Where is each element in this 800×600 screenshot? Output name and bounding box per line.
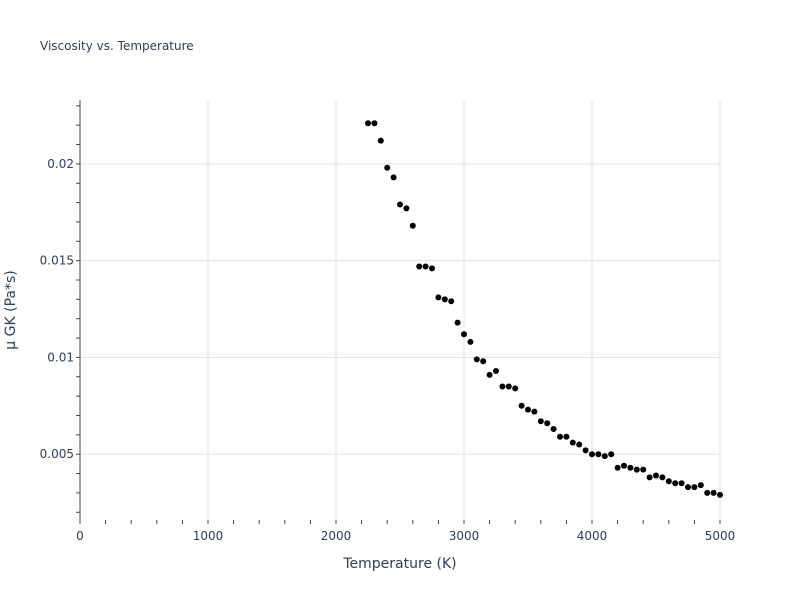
data-point: [537, 418, 544, 425]
data-point: [473, 356, 480, 363]
data-point: [608, 451, 615, 458]
data-point: [467, 338, 474, 345]
data-point: [621, 462, 627, 469]
data-point: [678, 480, 685, 487]
data-point: [601, 453, 608, 460]
x-tick-label: 2000: [321, 529, 352, 543]
data-point: [633, 466, 640, 473]
grid-lines: [80, 100, 721, 520]
x-axis-title: Temperature (K): [342, 556, 456, 572]
data-point: [569, 439, 576, 446]
data-point: [493, 367, 499, 374]
data-point: [422, 263, 429, 270]
data-point: [505, 383, 512, 390]
data-point: [589, 451, 595, 458]
data-points: [365, 120, 723, 498]
data-point: [697, 482, 704, 489]
data-point: [435, 294, 442, 301]
data-point: [499, 383, 506, 390]
y-tick-label: 0.01: [47, 350, 74, 364]
data-point: [691, 484, 698, 491]
data-point: [563, 433, 570, 440]
x-tick-label: 5000: [705, 529, 736, 543]
data-point: [429, 265, 435, 272]
data-point: [486, 371, 493, 378]
data-point: [409, 222, 416, 229]
data-point: [550, 426, 557, 433]
data-point: [480, 358, 487, 365]
data-point: [531, 408, 538, 415]
data-point: [685, 484, 691, 491]
data-point: [659, 474, 666, 481]
x-tick-label: 1000: [193, 529, 224, 543]
x-tick-label: 3000: [449, 529, 480, 543]
data-point: [397, 201, 403, 208]
data-point: [717, 491, 723, 498]
data-point: [557, 433, 563, 440]
data-point: [576, 441, 583, 448]
data-point: [384, 164, 391, 171]
data-point: [461, 331, 467, 338]
data-point: [512, 385, 519, 392]
data-point: [595, 451, 602, 458]
y-tick-label: 0.015: [40, 254, 74, 268]
data-point: [710, 489, 717, 496]
y-axis-ticks: 0.005 0.01 0.015 0.02: [40, 105, 80, 513]
data-point: [640, 466, 647, 473]
data-point: [544, 420, 551, 427]
data-point: [371, 120, 378, 127]
data-point: [672, 480, 679, 487]
data-point: [416, 263, 423, 270]
y-axis-title: μ GK (Pa*s): [3, 270, 19, 349]
data-point: [441, 296, 448, 303]
data-point: [377, 137, 384, 144]
chart-title: Viscosity vs. Temperature: [40, 39, 194, 53]
x-axis-ticks: 0 1000 2000 3000 4000 5000: [76, 520, 735, 543]
data-point: [614, 464, 621, 471]
data-point: [704, 489, 711, 496]
x-tick-label: 0: [76, 529, 84, 543]
data-point: [627, 464, 634, 471]
data-point: [365, 120, 371, 127]
data-point: [525, 406, 531, 413]
y-tick-label: 0.005: [40, 447, 74, 461]
data-point: [582, 447, 589, 454]
data-point: [403, 205, 410, 212]
y-tick-label: 0.02: [47, 157, 74, 171]
data-point: [390, 174, 397, 181]
data-point: [518, 402, 525, 409]
data-point: [448, 298, 455, 305]
data-point: [665, 478, 672, 485]
data-point: [454, 319, 461, 326]
data-point: [646, 474, 653, 481]
x-tick-label: 4000: [577, 529, 608, 543]
data-point: [653, 472, 659, 479]
